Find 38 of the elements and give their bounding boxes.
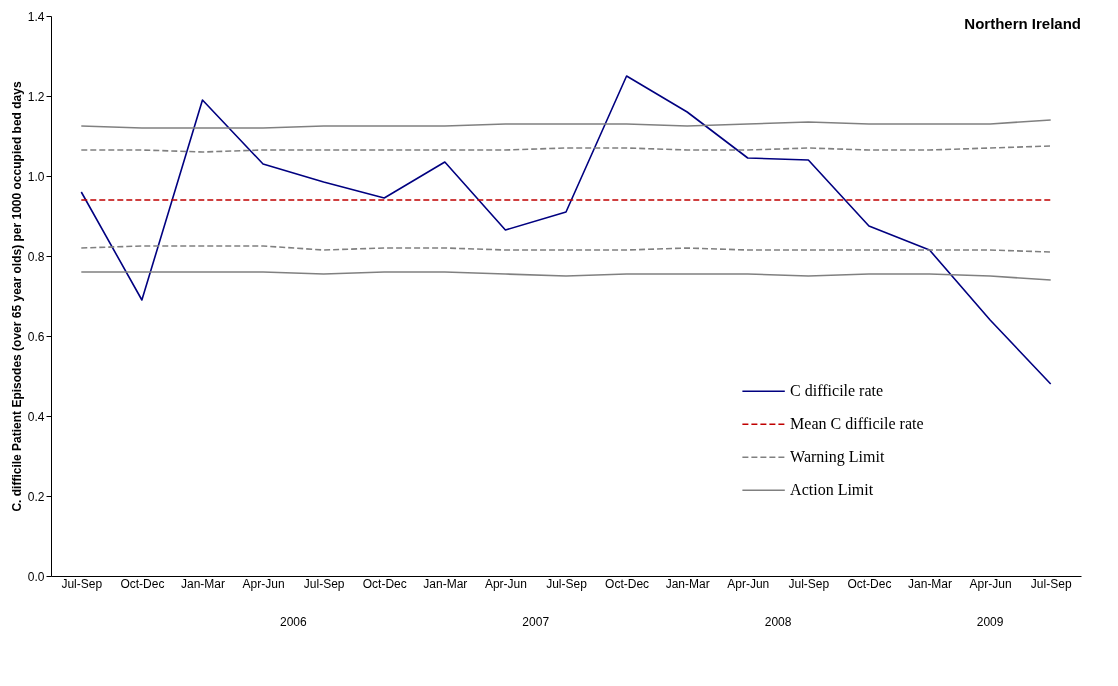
x-tick-label: Oct-Dec	[362, 576, 407, 591]
y-tick-label: 0.2	[27, 489, 45, 504]
x-tick-label: Jul-Sep	[546, 576, 588, 591]
legend-label: Mean C difficile rate	[790, 415, 924, 433]
x-tick-label: Jan-Mar	[423, 576, 468, 591]
text: 2007	[522, 615, 550, 629]
x-tick-label: Oct-Dec	[847, 576, 892, 591]
line-series	[80, 75, 1052, 385]
x-tick-label: Oct-Dec	[605, 576, 650, 591]
y-tick-label: 0.0	[27, 569, 45, 584]
y-tick-label: 1.0	[27, 169, 45, 184]
legend-label: Warning Limit	[790, 448, 885, 467]
text: 2006	[280, 615, 308, 629]
x-tick-label: Apr-Jun	[242, 576, 285, 591]
y-tick-label: 1.2	[27, 89, 45, 104]
x-tick-label: Jul-Sep	[1030, 576, 1072, 591]
y-tick-label: 0.8	[27, 249, 45, 264]
y-tick-label: 1.4	[27, 9, 45, 24]
line-series	[80, 271, 1052, 281]
x-tick-label: Apr-Jun	[727, 576, 770, 591]
x-tick-label: Oct-Dec	[120, 576, 165, 591]
y-axis-title: C. difficile Patient Episodes (over 65 year olds) per 1000 occupied bed days	[9, 81, 24, 512]
y-tick-label: 0.4	[27, 409, 45, 424]
x-tick-label: Apr-Jun	[484, 576, 527, 591]
legend-label: C difficile rate	[790, 382, 884, 400]
x-tick-label: Jan-Mar	[665, 576, 710, 591]
x-tick-label: Jul-Sep	[303, 576, 345, 591]
line-series	[80, 119, 1052, 129]
x-tick-label: Apr-Jun	[969, 576, 1012, 591]
chart-title: Northern Ireland	[964, 15, 1081, 32]
text: 2009	[976, 615, 1004, 629]
y-tick-label: 0.6	[27, 329, 45, 344]
text: 2008	[764, 615, 792, 629]
x-tick-label: Jul-Sep	[61, 576, 103, 591]
x-tick-label: Jan-Mar	[180, 576, 225, 591]
legend-label: Action Limit	[790, 481, 874, 499]
x-tick-label: Jul-Sep	[788, 576, 830, 591]
x-tick-label: Jan-Mar	[908, 576, 953, 591]
